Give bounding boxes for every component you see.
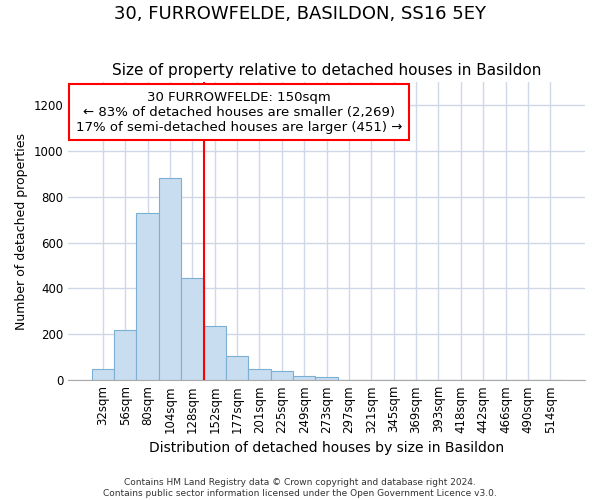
Bar [248, 368, 271, 380]
Bar [181, 278, 203, 380]
Title: Size of property relative to detached houses in Basildon: Size of property relative to detached ho… [112, 63, 541, 78]
Bar [226, 356, 248, 380]
Bar [316, 376, 338, 380]
Bar [271, 371, 293, 380]
Bar [92, 368, 114, 380]
Y-axis label: Number of detached properties: Number of detached properties [15, 132, 28, 330]
Bar [293, 376, 316, 380]
Bar [136, 212, 159, 380]
Text: 30, FURROWFELDE, BASILDON, SS16 5EY: 30, FURROWFELDE, BASILDON, SS16 5EY [114, 5, 486, 23]
Bar [203, 326, 226, 380]
Text: Contains HM Land Registry data © Crown copyright and database right 2024.
Contai: Contains HM Land Registry data © Crown c… [103, 478, 497, 498]
Text: 30 FURROWFELDE: 150sqm
← 83% of detached houses are smaller (2,269)
17% of semi-: 30 FURROWFELDE: 150sqm ← 83% of detached… [76, 91, 402, 134]
Bar [159, 178, 181, 380]
Bar [114, 330, 136, 380]
X-axis label: Distribution of detached houses by size in Basildon: Distribution of detached houses by size … [149, 441, 504, 455]
